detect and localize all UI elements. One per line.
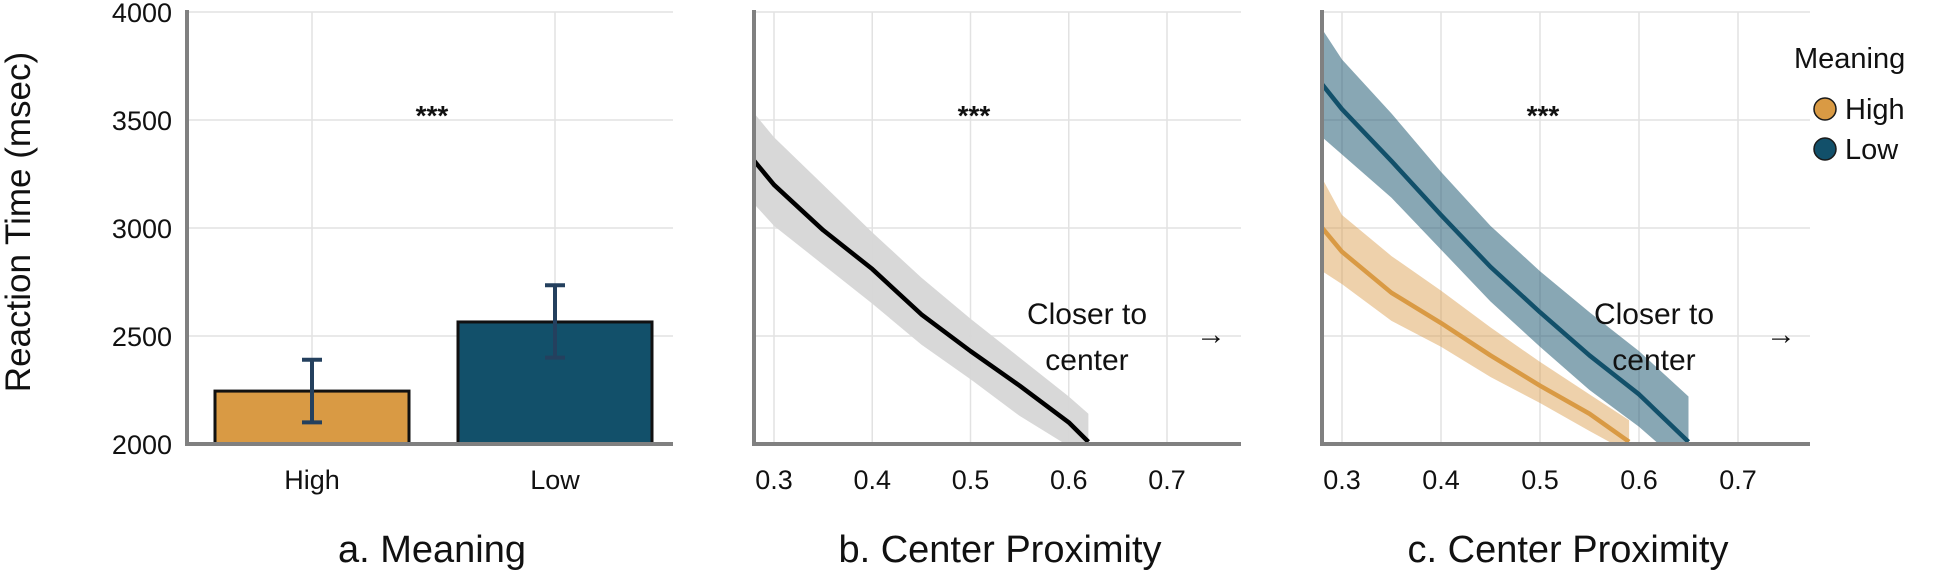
y-axis-label: Reaction Time (msec) [0,52,38,392]
panel-c-x-tick-labels: 0.3 0.4 0.5 0.6 0.7 [1323,465,1757,495]
legend-label-high: High [1845,94,1905,126]
y-tick-labels: 2000 2500 3000 3500 4000 [112,0,172,460]
x-tick-label: 0.6 [1620,465,1658,495]
panel-a-bars [213,320,654,446]
confidence-band-fit [754,113,1089,444]
panel-b-x-tick-labels: 0.3 0.4 0.5 0.6 0.7 [755,465,1186,495]
y-tick-label: 3000 [112,214,172,244]
y-tick-label: 3500 [112,106,172,136]
confidence-band-high [1322,178,1630,444]
x-tick-label: 0.4 [1422,465,1460,495]
x-tick-label: 0.4 [853,465,891,495]
panel-c-title: c. Center Proximity [1408,529,1729,571]
legend-swatch-low [1813,137,1837,161]
panel-c-annotation-arrow: → [1766,318,1796,351]
x-tick-label: 0.5 [952,465,990,495]
panel-c-annotation-line-2: center [1612,344,1695,377]
panel-b-confidence-bands [754,113,1089,444]
y-tick-label: 2000 [112,430,172,460]
legend: Meaning High Low [1794,43,1905,166]
x-tick-label: High [284,465,340,495]
x-tick-label: 0.5 [1521,465,1559,495]
panel-a-x-tick-labels: High Low [284,465,580,495]
x-tick-label: 0.3 [755,465,793,495]
legend-title: Meaning [1794,43,1905,75]
panel-a-significance: *** [416,100,449,131]
panel-c-annotation-line-1: Closer to [1594,298,1714,331]
legend-swatch-high [1813,97,1837,121]
x-tick-label: 0.7 [1148,465,1186,495]
panel-a-axes [185,10,673,446]
panel-c-confidence-bands [1322,29,1689,444]
panel-b-significance: *** [958,100,991,131]
x-tick-label: 0.7 [1719,465,1757,495]
y-tick-label: 4000 [112,0,172,28]
y-tick-label: 2500 [112,322,172,352]
panel-a-grid [187,11,673,445]
legend-label-low: Low [1845,134,1899,166]
panel-b-axes [752,10,1241,446]
panel-c-grid [1322,11,1810,445]
panel-b-annotation-arrow: → [1196,318,1226,351]
panel-a-meaning: High Low *** a. Meaning [185,10,673,571]
confidence-band-low [1322,29,1689,444]
fit-line-high [1322,226,1631,444]
x-tick-label: 0.3 [1323,465,1361,495]
panel-b-annotation-line-2: center [1045,344,1128,377]
fit-line-fit [754,159,1090,444]
panel-a-title: a. Meaning [338,529,526,571]
panel-c-significance: *** [1527,100,1560,131]
panel-a-error-bars [302,283,565,425]
panel-c-fit-lines [1322,82,1691,444]
panel-b-fit-lines [754,159,1090,444]
panel-b-title: b. Center Proximity [838,529,1161,571]
panel-b-center-proximity: 0.3 0.4 0.5 0.6 0.7 *** Closer to center → b… [752,10,1241,571]
panel-c-center-proximity: 0.3 0.4 0.5 0.6 0.7 *** Closer to center → c… [1320,10,1810,571]
panel-c-axes [1320,10,1810,446]
fit-line-low [1322,82,1691,444]
x-tick-label: 0.6 [1050,465,1088,495]
panel-b-annotation-line-1: Closer to [1027,298,1147,331]
x-tick-label: Low [530,465,580,495]
